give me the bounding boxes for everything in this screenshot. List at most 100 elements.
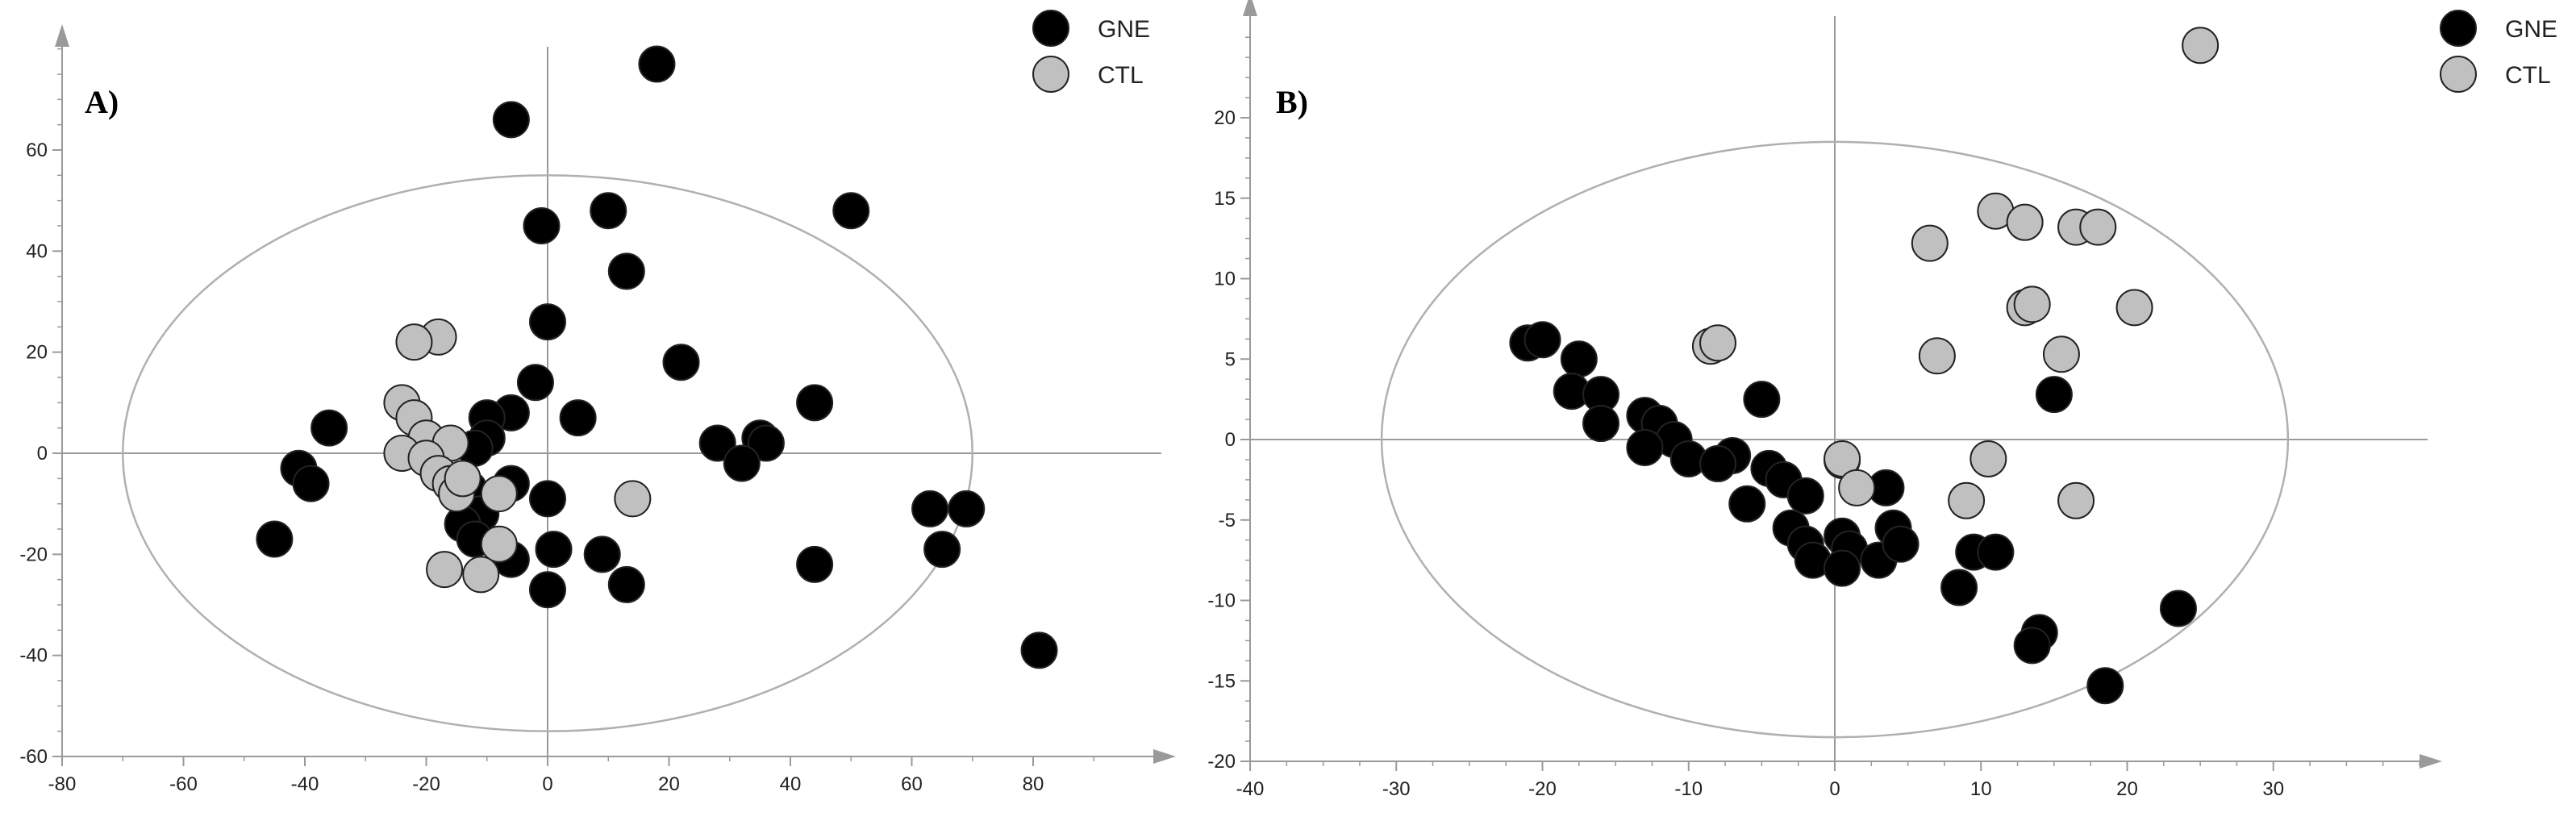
data-point-gne <box>1940 569 1978 606</box>
data-point-gne <box>911 490 949 527</box>
data-point-gne <box>529 480 566 518</box>
data-point-gne <box>1582 405 1619 443</box>
y-tick-label: -40 <box>19 645 48 667</box>
data-point-gne <box>529 571 566 609</box>
x-tick-label: 40 <box>780 773 802 795</box>
data-point-gne <box>583 536 621 573</box>
data-point-gne <box>796 384 834 422</box>
data-point-ctl <box>2079 208 2117 246</box>
legend-marker-gne <box>1032 10 1069 47</box>
data-point-ctl <box>395 323 433 361</box>
confidence-ellipse <box>122 174 973 732</box>
panel-b-legend: GNE CTL <box>2440 10 2557 93</box>
data-point-gne <box>1882 525 1919 563</box>
data-point-gne <box>559 399 597 437</box>
data-point-gne <box>638 45 676 83</box>
data-point-ctl <box>2182 27 2220 65</box>
legend-marker-gne <box>2440 10 2477 47</box>
data-point-gne <box>590 192 627 230</box>
data-point-gne <box>2086 667 2124 705</box>
x-tick-label: -20 <box>1528 778 1557 800</box>
y-tick-label: 10 <box>1214 269 1236 290</box>
data-point-gne <box>698 424 736 462</box>
data-point-gne <box>2035 376 2073 414</box>
data-point-gne <box>1699 444 1736 482</box>
data-point-gne <box>292 465 330 502</box>
panel-b-chart: -40 -30 -20 -10 0 10 20 30 20 15 10 5 0 -5 -10 -15 -20 B… <box>1207 0 2442 800</box>
x-tick-label: 0 <box>542 773 552 795</box>
data-point-ctl <box>1918 337 1956 375</box>
y-tick-label: -20 <box>19 544 48 565</box>
data-point-gne <box>535 531 573 569</box>
y-axis-arrow-icon <box>55 24 69 47</box>
data-point-ctl <box>2006 203 2044 241</box>
legend-marker-ctl <box>2440 56 2477 93</box>
data-point-ctl <box>1699 324 1736 362</box>
x-tick-label: -40 <box>1236 778 1265 800</box>
data-point-gne <box>607 565 645 603</box>
data-point-gne <box>529 303 566 341</box>
data-point-ctl <box>1911 224 1949 262</box>
data-point-gne <box>923 531 961 569</box>
x-tick-label: 30 <box>2262 778 2284 800</box>
panel-a-confidence-ellipse-group <box>122 174 973 732</box>
data-point-ctl <box>2013 285 2051 323</box>
y-tick-label: -15 <box>1207 670 1236 692</box>
x-axis-arrow-icon <box>2420 754 2442 769</box>
data-point-gne <box>1977 533 2015 571</box>
data-point-gne <box>2159 590 2197 627</box>
data-point-ctl <box>2057 481 2095 519</box>
data-point-gne <box>492 101 530 139</box>
panel-b-label: B) <box>1276 84 1308 120</box>
y-tick-label: 40 <box>26 240 48 262</box>
legend-label-ctl: CTL <box>1098 62 1144 89</box>
data-point-ctl <box>1970 440 2007 477</box>
x-tick-label: -20 <box>412 773 440 795</box>
y-tick-label: -20 <box>1207 751 1236 773</box>
x-tick-label: -80 <box>48 773 77 795</box>
data-point-gne <box>1020 631 1058 669</box>
y-tick-label: 60 <box>26 140 48 161</box>
data-point-ctl <box>1948 481 1986 519</box>
x-tick-label: -40 <box>291 773 319 795</box>
legend-label-gne: GNE <box>2505 16 2557 43</box>
data-point-gne <box>723 444 761 482</box>
data-point-gne <box>796 545 834 583</box>
data-point-gne <box>523 207 561 244</box>
y-tick-label: 15 <box>1214 188 1236 210</box>
legend-label-gne: GNE <box>1098 16 1150 43</box>
data-point-ctl <box>2115 289 2153 327</box>
data-point-ctl <box>2042 335 2080 373</box>
data-point-gne <box>948 490 986 527</box>
panel-b-points <box>1509 27 2220 705</box>
y-tick-label: 0 <box>1225 429 1236 451</box>
data-point-ctl <box>480 475 518 513</box>
x-axis-arrow-icon <box>1153 749 1176 764</box>
data-point-ctl <box>480 525 518 563</box>
x-tick-label: 80 <box>1023 773 1044 795</box>
x-tick-label: -60 <box>169 773 198 795</box>
data-point-gne <box>516 364 554 402</box>
data-point-gne <box>1743 381 1781 419</box>
data-point-gne <box>1786 477 1824 515</box>
confidence-ellipse <box>1380 140 2290 739</box>
y-tick-label: -5 <box>1219 510 1236 531</box>
y-tick-label: 5 <box>1225 348 1236 370</box>
panel-b-axes: -40 -30 -20 -10 0 10 20 30 20 15 10 5 0 -5 -10 -15 -20 <box>1207 0 2442 800</box>
data-point-gne <box>1728 485 1766 523</box>
panel-a-legend: GNE CTL <box>1032 10 1150 93</box>
y-tick-label: 0 <box>37 443 48 465</box>
data-point-gne <box>1626 428 1664 466</box>
x-tick-label: -10 <box>1674 778 1703 800</box>
x-tick-label: 20 <box>2116 778 2138 800</box>
data-point-gne <box>1560 340 1598 378</box>
x-tick-label: 10 <box>1970 778 1992 800</box>
data-point-ctl <box>1838 469 1876 506</box>
data-point-gne <box>662 344 700 381</box>
data-point-gne <box>1824 549 1861 587</box>
x-tick-label: -30 <box>1382 778 1411 800</box>
y-tick-label: 20 <box>26 342 48 364</box>
panel-b-confidence-ellipse-group <box>1380 140 2290 739</box>
